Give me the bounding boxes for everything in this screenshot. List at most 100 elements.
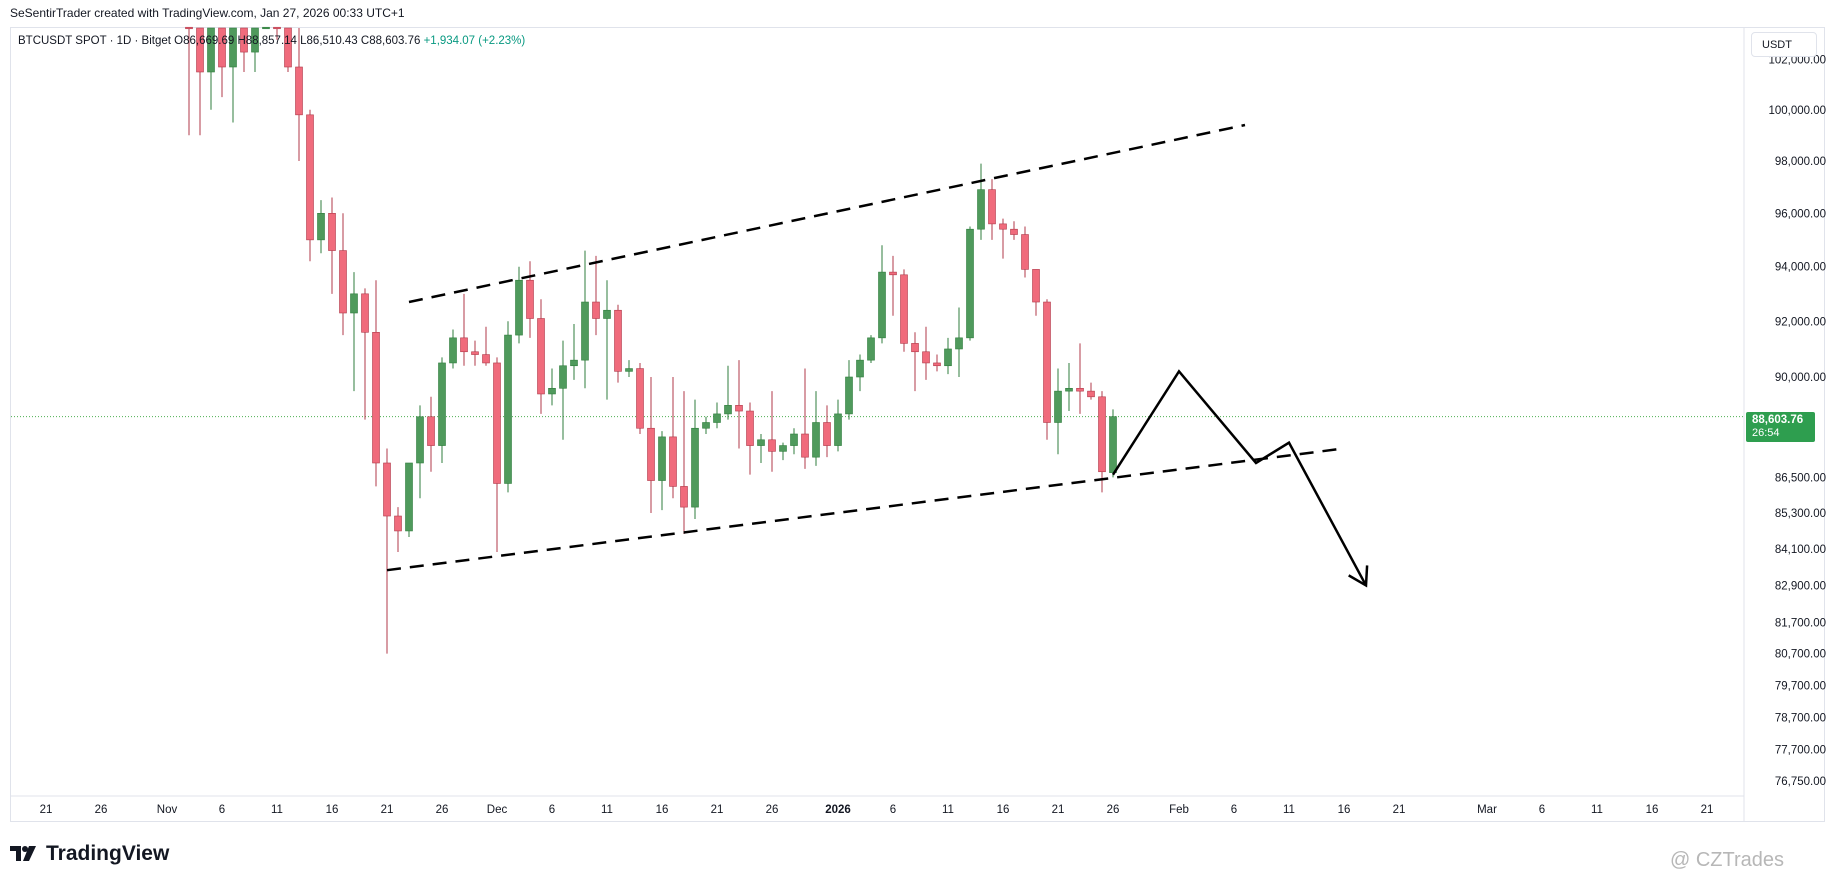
candle[interactable] xyxy=(647,377,655,514)
candle[interactable] xyxy=(185,26,193,136)
candle[interactable] xyxy=(966,226,974,341)
candle[interactable] xyxy=(933,354,941,372)
candle[interactable] xyxy=(724,365,732,420)
candle[interactable] xyxy=(1043,299,1051,440)
candle[interactable] xyxy=(790,428,798,455)
candle-body xyxy=(713,413,721,423)
candle[interactable] xyxy=(1054,368,1062,455)
candle[interactable] xyxy=(1076,343,1084,414)
candle[interactable] xyxy=(658,431,666,511)
candle[interactable] xyxy=(361,288,369,420)
candle[interactable] xyxy=(372,280,380,487)
symbol-name[interactable]: BTCUSDT SPOT · 1D · Bitget xyxy=(18,35,171,47)
candle[interactable] xyxy=(240,27,248,72)
candle[interactable] xyxy=(273,26,281,40)
candle[interactable] xyxy=(636,362,644,435)
candle[interactable] xyxy=(482,326,490,366)
candle[interactable] xyxy=(515,266,523,344)
candle[interactable] xyxy=(614,304,622,383)
candle[interactable] xyxy=(306,109,314,262)
candle[interactable] xyxy=(922,326,930,380)
candle[interactable] xyxy=(735,360,743,449)
time-axis-label: 16 xyxy=(1338,804,1351,816)
candle[interactable] xyxy=(669,377,677,499)
candle[interactable] xyxy=(570,324,578,380)
candle[interactable] xyxy=(350,272,358,392)
candle[interactable] xyxy=(878,245,886,344)
candle[interactable] xyxy=(526,261,534,338)
candle-body xyxy=(438,362,446,446)
candle[interactable] xyxy=(1010,221,1018,240)
candle[interactable] xyxy=(1032,269,1040,316)
candle[interactable] xyxy=(416,405,424,499)
candle[interactable] xyxy=(438,357,446,463)
last-price-value: 88,603.76 xyxy=(1752,414,1804,426)
candle[interactable] xyxy=(823,405,831,458)
tradingview-logo[interactable]: TradingView xyxy=(10,842,169,866)
candle[interactable] xyxy=(1065,362,1073,412)
candle[interactable] xyxy=(834,399,842,452)
candle[interactable] xyxy=(493,357,501,552)
candle[interactable] xyxy=(251,27,259,72)
candle[interactable] xyxy=(229,27,237,123)
candle[interactable] xyxy=(548,368,556,406)
candle[interactable] xyxy=(845,360,853,420)
candle[interactable] xyxy=(988,179,996,240)
candle[interactable] xyxy=(295,28,303,161)
candle[interactable] xyxy=(691,399,699,519)
lower-channel-line[interactable] xyxy=(386,447,1345,572)
candle[interactable] xyxy=(559,340,567,440)
candle[interactable] xyxy=(394,507,402,552)
candle[interactable] xyxy=(625,360,633,377)
candle[interactable] xyxy=(955,307,963,377)
candle[interactable] xyxy=(427,396,435,472)
candle[interactable] xyxy=(900,269,908,352)
candle[interactable] xyxy=(581,250,589,389)
candle[interactable] xyxy=(999,218,1007,259)
candle[interactable] xyxy=(911,332,919,392)
candle[interactable] xyxy=(196,27,204,136)
currency-button[interactable]: USDT xyxy=(1751,32,1817,57)
candle[interactable] xyxy=(328,197,336,294)
candle[interactable] xyxy=(317,200,325,254)
candle[interactable] xyxy=(779,442,787,461)
candle[interactable] xyxy=(977,163,985,240)
candle[interactable] xyxy=(702,416,710,435)
candle[interactable] xyxy=(1021,226,1029,278)
candle[interactable] xyxy=(768,391,776,472)
candle[interactable] xyxy=(867,335,875,363)
candle[interactable] xyxy=(449,329,457,369)
candle-body xyxy=(273,26,281,30)
candle[interactable] xyxy=(207,27,215,110)
candle[interactable] xyxy=(713,402,721,429)
candle[interactable] xyxy=(680,391,688,534)
candle[interactable] xyxy=(218,27,226,98)
candle[interactable] xyxy=(757,434,765,463)
candle[interactable] xyxy=(460,293,468,366)
candle[interactable] xyxy=(284,27,292,72)
candle[interactable] xyxy=(812,391,820,466)
candle[interactable] xyxy=(405,462,413,537)
candle[interactable] xyxy=(471,340,479,366)
candle[interactable] xyxy=(592,255,600,336)
candle[interactable] xyxy=(1087,382,1095,400)
symbol-legend: BTCUSDT SPOT · 1D · Bitget O86,669.69 H8… xyxy=(18,35,525,47)
candle[interactable] xyxy=(262,26,270,30)
candle[interactable] xyxy=(504,321,512,493)
chart-area[interactable] xyxy=(10,27,1825,822)
candle[interactable] xyxy=(1098,391,1106,493)
candle[interactable] xyxy=(383,448,391,654)
candle[interactable] xyxy=(856,354,864,392)
candle[interactable] xyxy=(944,337,952,375)
candle[interactable] xyxy=(1109,409,1117,478)
projection-path[interactable] xyxy=(1111,369,1368,587)
candle[interactable] xyxy=(603,280,611,400)
candle-body xyxy=(482,354,490,364)
candle[interactable] xyxy=(339,213,347,336)
candle[interactable] xyxy=(801,368,809,469)
upper-channel-line[interactable] xyxy=(408,123,1246,304)
candle[interactable] xyxy=(537,299,545,414)
candle[interactable] xyxy=(889,255,897,316)
candle[interactable] xyxy=(746,402,754,475)
